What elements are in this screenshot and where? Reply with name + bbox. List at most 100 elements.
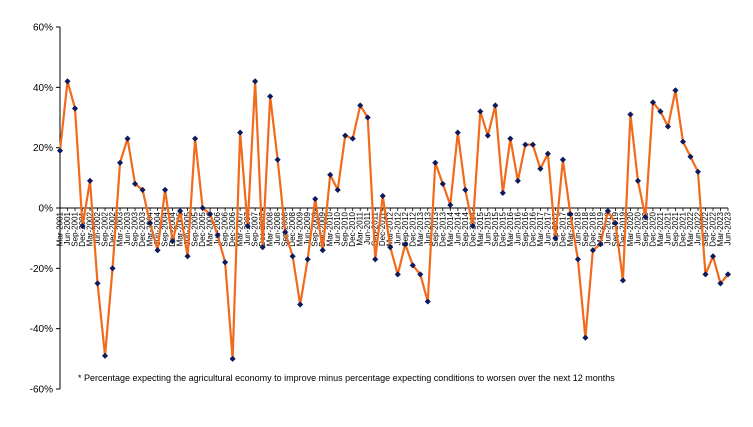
x-tick-label: Jun-2016: [513, 211, 522, 245]
data-point: [567, 210, 574, 218]
x-tick-label: Mar-2021: [656, 211, 665, 246]
y-tick-label: 60%: [33, 23, 53, 34]
data-point: [394, 271, 401, 278]
data-point: [267, 93, 274, 100]
data-point: [664, 123, 672, 130]
x-tick-label: Jun-2003: [123, 211, 132, 245]
data-point: [559, 156, 567, 163]
data-point: [379, 192, 386, 200]
data-point: [312, 195, 319, 203]
data-point: [679, 138, 687, 145]
x-tick-label: Sep-2001: [71, 211, 80, 246]
data-point: [522, 141, 529, 148]
x-tick-label: Sep-2014: [461, 211, 470, 246]
data-point: [492, 102, 499, 109]
data-point: [184, 253, 191, 260]
x-tick-label: Dec-2008: [288, 211, 297, 246]
data-point: [709, 253, 717, 260]
y-tick-label: -40%: [30, 324, 53, 335]
data-point: [702, 271, 709, 278]
data-point: [387, 244, 394, 251]
x-tick-label: Dec-2019: [618, 211, 627, 246]
data-point: [79, 222, 86, 230]
x-tick-label: Mar-2012: [386, 211, 395, 246]
x-tick-label: Dec-2010: [348, 211, 357, 246]
x-tick-label: Mar-2001: [56, 211, 65, 246]
data-point: [657, 108, 664, 115]
x-tick-label: Mar-2018: [566, 211, 575, 246]
data-point: [304, 256, 311, 263]
x-tick-label: Mar-2013: [416, 211, 425, 246]
data-point: [672, 87, 679, 94]
data-point: [627, 111, 634, 118]
data-point: [191, 135, 199, 142]
x-tick-label: Dec-2020: [648, 211, 657, 246]
data-point: [154, 247, 161, 254]
data-point: [454, 129, 461, 136]
data-point: [169, 238, 176, 245]
data-point: [447, 201, 454, 209]
x-tick-label: Jun-2020: [633, 211, 642, 245]
x-tick-label: Jun-2005: [183, 211, 192, 245]
data-point: [649, 99, 657, 106]
data-point: [402, 241, 409, 248]
data-point: [342, 132, 349, 139]
x-tick-label: Mar-2022: [686, 211, 695, 246]
x-tick-label: Sep-2002: [101, 211, 110, 246]
data-point: [334, 186, 341, 194]
x-tick-label: Jun-2014: [453, 211, 462, 245]
data-point: [349, 135, 356, 142]
data-point: [694, 168, 702, 175]
data-point: [597, 241, 604, 248]
data-point: [124, 135, 131, 142]
x-tick-label: Mar-2020: [626, 211, 635, 246]
data-point: [619, 277, 627, 284]
x-tick-label: Jun-2019: [603, 211, 612, 245]
data-point: [139, 186, 146, 194]
data-point: [724, 271, 732, 278]
data-point: [424, 298, 431, 305]
x-tick-label: Jun-2011: [363, 211, 372, 244]
footnote: * Percentage expecting the agricultural …: [78, 373, 615, 383]
x-tick-label: Dec-2011: [378, 211, 387, 246]
y-tick-label: -60%: [30, 385, 53, 396]
x-tick-label: Sep-2006: [221, 211, 230, 246]
data-point: [116, 159, 124, 166]
data-point: [409, 262, 416, 269]
x-tick-label: Dec-2018: [588, 211, 597, 246]
x-tick-label: Mar-2011: [356, 211, 365, 245]
data-point: [274, 156, 281, 163]
x-tick-label: Sep-2004: [161, 211, 170, 246]
x-tick-label: Sep-2018: [581, 211, 590, 246]
x-tick-label: Sep-2007: [251, 211, 260, 246]
data-point: [544, 150, 552, 157]
data-point: [432, 159, 439, 166]
x-tick-label: Dec-2009: [318, 211, 327, 246]
data-point: [372, 256, 379, 263]
x-tick-label: Mar-2008: [266, 211, 275, 246]
x-tick-label: Sep-2016: [521, 211, 530, 246]
data-point: [514, 177, 521, 185]
x-tick-label: Sep-2015: [491, 211, 500, 246]
data-point: [552, 235, 559, 242]
data-point: [86, 177, 94, 185]
x-tick-label: Mar-2019: [596, 211, 605, 246]
x-tick-label: Mar-2005: [176, 211, 185, 246]
data-point: [642, 213, 649, 221]
x-tick-label: Dec-2015: [498, 211, 507, 246]
data-point: [319, 247, 326, 254]
x-tick-label: Dec-2003: [138, 211, 147, 246]
data-point: [64, 78, 71, 85]
x-tick-label: Sep-2020: [641, 211, 650, 246]
x-tick-label: Mar-2002: [86, 211, 95, 246]
x-tick-label: Dec-2017: [558, 211, 567, 246]
x-tick-label: Mar-2015: [476, 211, 485, 246]
data-point: [327, 171, 334, 178]
x-tick-label: Jun-2013: [423, 211, 432, 245]
x-tick-label: Mar-2017: [536, 211, 545, 246]
data-point: [289, 253, 296, 260]
x-tick-label: Sep-2022: [701, 211, 710, 246]
x-tick-label: Jun-2010: [333, 211, 342, 245]
x-tick-label: Mar-2010: [326, 211, 335, 246]
